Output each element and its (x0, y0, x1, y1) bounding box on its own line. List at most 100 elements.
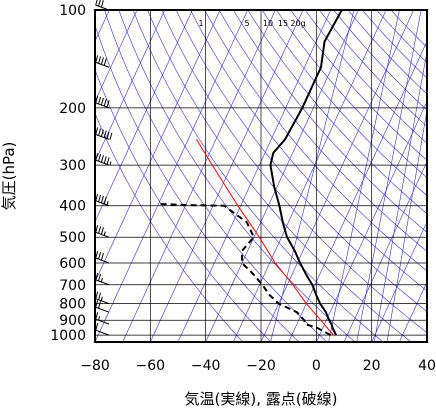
dry-adiabat-line (118, 10, 356, 342)
y-axis-title: 気圧(hPa) (0, 142, 18, 211)
wind-barb-feather (98, 0, 101, 7)
mixing-ratio-label: 20g (290, 19, 305, 28)
wind-barb-feather (100, 129, 104, 137)
isotherm-line (399, 281, 427, 342)
wind-barb-feather (98, 273, 102, 282)
wind-barb (95, 300, 110, 313)
mixing-ratio-line (373, 49, 427, 342)
wind-barb-feather (106, 131, 110, 139)
x-tick-label: 0 (312, 358, 321, 374)
y-tick-label: 600 (59, 256, 86, 272)
wind-barb-feather (98, 128, 102, 136)
x-tick-label: −20 (246, 358, 276, 374)
mixing-ratio-line (386, 108, 427, 342)
isotherm-line (371, 220, 427, 342)
wind-barb-shaft (95, 61, 110, 68)
series-layer (158, 10, 343, 336)
x-axis-ticks: −80 −60 −40 −20 0 20 40 (80, 358, 436, 374)
dry-adiabat-line (175, 10, 427, 312)
x-axis-title: 気温(実線), 露点(破線) (185, 390, 338, 408)
y-tick-label: 800 (59, 297, 86, 313)
x-tick-label: 40 (418, 358, 436, 374)
wind-barb-feather (98, 154, 102, 162)
isotherm-line (205, 10, 359, 342)
wind-barb-feather (100, 0, 104, 8)
isotherm-line (95, 10, 221, 283)
wind-barb-feather (98, 292, 102, 300)
isotherm-line (426, 341, 427, 342)
wind-barb-feather (98, 251, 102, 260)
wind-barb-shaft (95, 318, 110, 325)
wind-barb-feather (106, 100, 110, 108)
dry-adiabat-line (247, 10, 427, 215)
wind-barb-half-feather (103, 231, 106, 236)
isotherm-line (122, 10, 276, 342)
x-tick-label: −80 (80, 358, 110, 374)
wind-barb-feather (103, 156, 107, 164)
wind-barb-feather (98, 226, 102, 234)
y-tick-label: 200 (59, 101, 86, 117)
wind-barb-half-feather (98, 316, 101, 321)
x-tick-label: −40 (191, 358, 221, 374)
guide-lines-layer (95, 10, 427, 342)
mixing-ratio-label: 10 (263, 19, 273, 28)
wind-barb-shaft (95, 306, 110, 313)
dry-adiabat-line (147, 10, 412, 342)
mixing-ratio-label: 15 (278, 19, 288, 28)
mixing-ratio-line (328, 10, 400, 342)
wind-barb (95, 95, 110, 109)
dry-adiabat-line (104, 10, 328, 342)
wind-barb-feather (95, 193, 99, 201)
wind-barb-feather (100, 97, 104, 106)
wind-barb (95, 153, 112, 166)
dry-adiabat-line (190, 10, 427, 292)
wind-barb-feather (98, 301, 102, 309)
wind-barb (95, 193, 110, 207)
wind-barbs-layer (95, 0, 113, 336)
y-tick-label: 500 (59, 230, 86, 246)
wind-barb-feather (100, 57, 104, 65)
wind-barb-feather (103, 98, 107, 107)
wind-barb-feather (95, 272, 99, 280)
wind-barb-feather (103, 58, 107, 66)
mixing-ratio-line (356, 10, 422, 342)
wind-barb-feather (95, 291, 99, 299)
wind-barb (95, 0, 110, 11)
dry-adiabat-line (261, 10, 427, 196)
wind-barb-half-feather (100, 296, 103, 301)
wind-barb-feather (95, 95, 99, 104)
y-tick-label: 700 (59, 278, 86, 294)
dry-adiabat-line (95, 112, 244, 342)
temperature-line (269, 10, 343, 336)
isotherm-line (95, 10, 138, 103)
dry-adiabat-line (161, 10, 427, 334)
dry-adiabat-line (390, 10, 427, 48)
wind-barb-feather (98, 96, 102, 105)
wind-barb-feather (95, 312, 99, 320)
wind-barb-feather (95, 250, 99, 259)
wind-barb-feather (100, 253, 104, 261)
isotherm-line (260, 10, 414, 342)
isotherm-line (316, 100, 427, 342)
wind-barb (95, 323, 110, 336)
wind-barb-feather (109, 132, 113, 140)
dewpoint-line (158, 202, 332, 336)
dry-adiabat-line (95, 24, 300, 342)
wind-barb-feather (106, 157, 110, 165)
y-tick-label: 1000 (50, 328, 86, 344)
wind-barb (95, 250, 110, 264)
wind-barb (95, 291, 110, 305)
wind-barb-feather (98, 56, 102, 64)
mixing-ratio-label: 1 (198, 19, 203, 28)
x-tick-label: −60 (136, 358, 166, 374)
wind-barb-feather (103, 196, 107, 205)
wind-barb-feather (100, 195, 104, 204)
y-tick-label: 900 (59, 313, 86, 329)
dry-adiabat-line (290, 10, 427, 161)
dry-adiabat-line (276, 10, 427, 179)
wind-barb-shaft (95, 298, 110, 305)
wind-barb-feather (100, 227, 104, 235)
wind-barb-half-feather (109, 161, 112, 166)
